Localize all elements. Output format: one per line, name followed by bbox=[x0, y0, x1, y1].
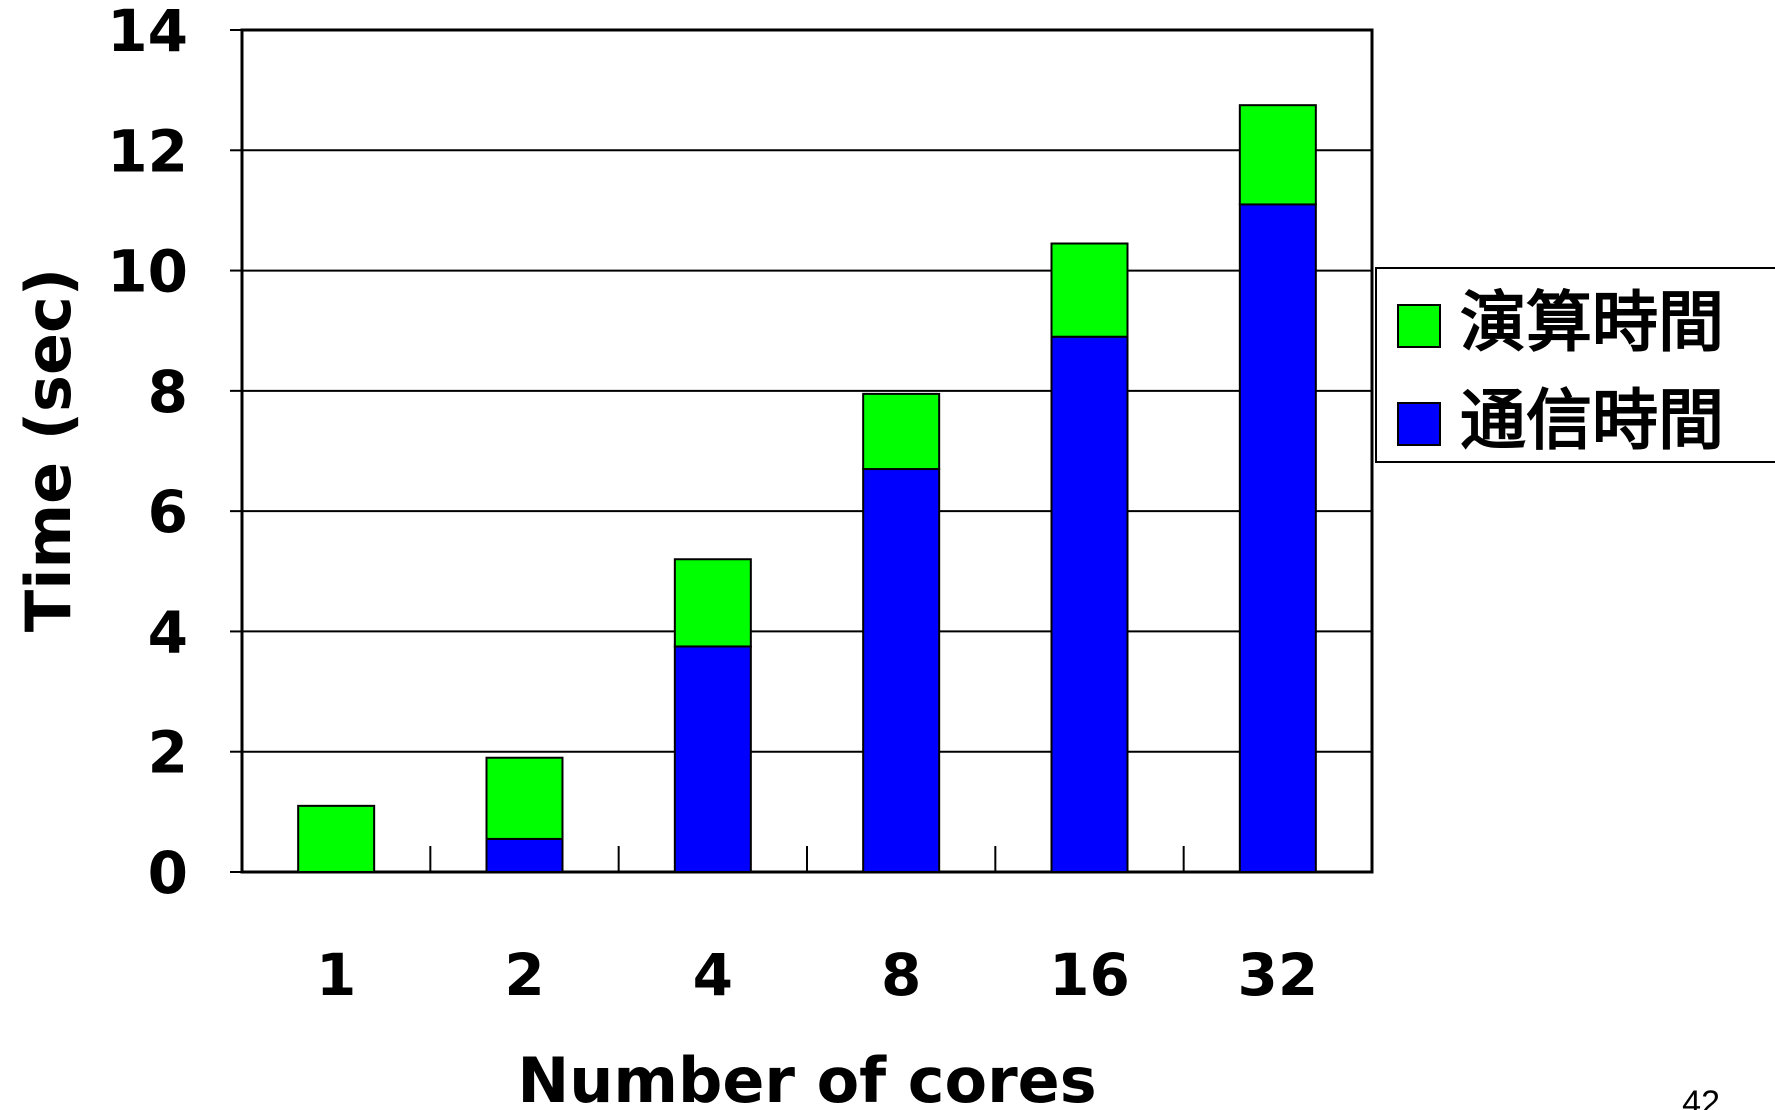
legend-label: 通信時間 bbox=[1460, 382, 1724, 459]
y-tick-label: 14 bbox=[107, 0, 188, 65]
x-tick-labels: 1 2 4 8 16 32 bbox=[316, 941, 1318, 1009]
y-tick-label: 10 bbox=[107, 238, 188, 306]
legend-swatch bbox=[1397, 304, 1441, 348]
x-tick-label: 2 bbox=[504, 941, 544, 1009]
bar-segment-communication bbox=[673, 645, 752, 874]
bar-segment-communication bbox=[1050, 335, 1129, 873]
x-tick-label: 32 bbox=[1237, 941, 1318, 1009]
y-tick-label: 4 bbox=[148, 598, 188, 666]
bar-segment-computation bbox=[673, 558, 752, 648]
legend-box bbox=[1375, 267, 1775, 463]
legend-label: 演算時間 bbox=[1460, 284, 1724, 361]
plot-area bbox=[240, 28, 1374, 874]
x-axis-title: Number of cores bbox=[517, 1044, 1096, 1110]
y-tick-label: 2 bbox=[148, 719, 188, 787]
legend-swatch bbox=[1397, 402, 1441, 446]
x-tick-label: 1 bbox=[316, 941, 356, 1009]
bar-segment-communication bbox=[1238, 203, 1317, 873]
page-number: 42 bbox=[1682, 1084, 1720, 1110]
bar-segment-computation bbox=[1050, 242, 1129, 338]
bar-segment-computation bbox=[1238, 104, 1317, 206]
y-tick-label: 6 bbox=[148, 478, 188, 546]
y-tick-label: 8 bbox=[148, 358, 188, 426]
y-tick-labels: 0 2 4 6 8 10 12 14 bbox=[107, 0, 188, 907]
bar-segment-communication bbox=[485, 837, 564, 874]
x-tick-label: 8 bbox=[881, 941, 921, 1009]
bar-segment-communication bbox=[862, 468, 941, 873]
bar-segment-computation bbox=[297, 804, 376, 873]
y-axis-title: Time (sec) bbox=[12, 268, 85, 632]
x-tick-label: 16 bbox=[1049, 941, 1130, 1009]
y-tick-label: 0 bbox=[148, 839, 188, 907]
bars bbox=[297, 104, 1317, 874]
bar-segment-computation bbox=[485, 756, 564, 840]
gridlines bbox=[230, 29, 1372, 873]
x-tick-marks bbox=[429, 846, 1185, 872]
x-tick-label: 4 bbox=[693, 941, 733, 1009]
bar-segment-computation bbox=[862, 392, 941, 471]
y-tick-label: 12 bbox=[107, 117, 188, 185]
